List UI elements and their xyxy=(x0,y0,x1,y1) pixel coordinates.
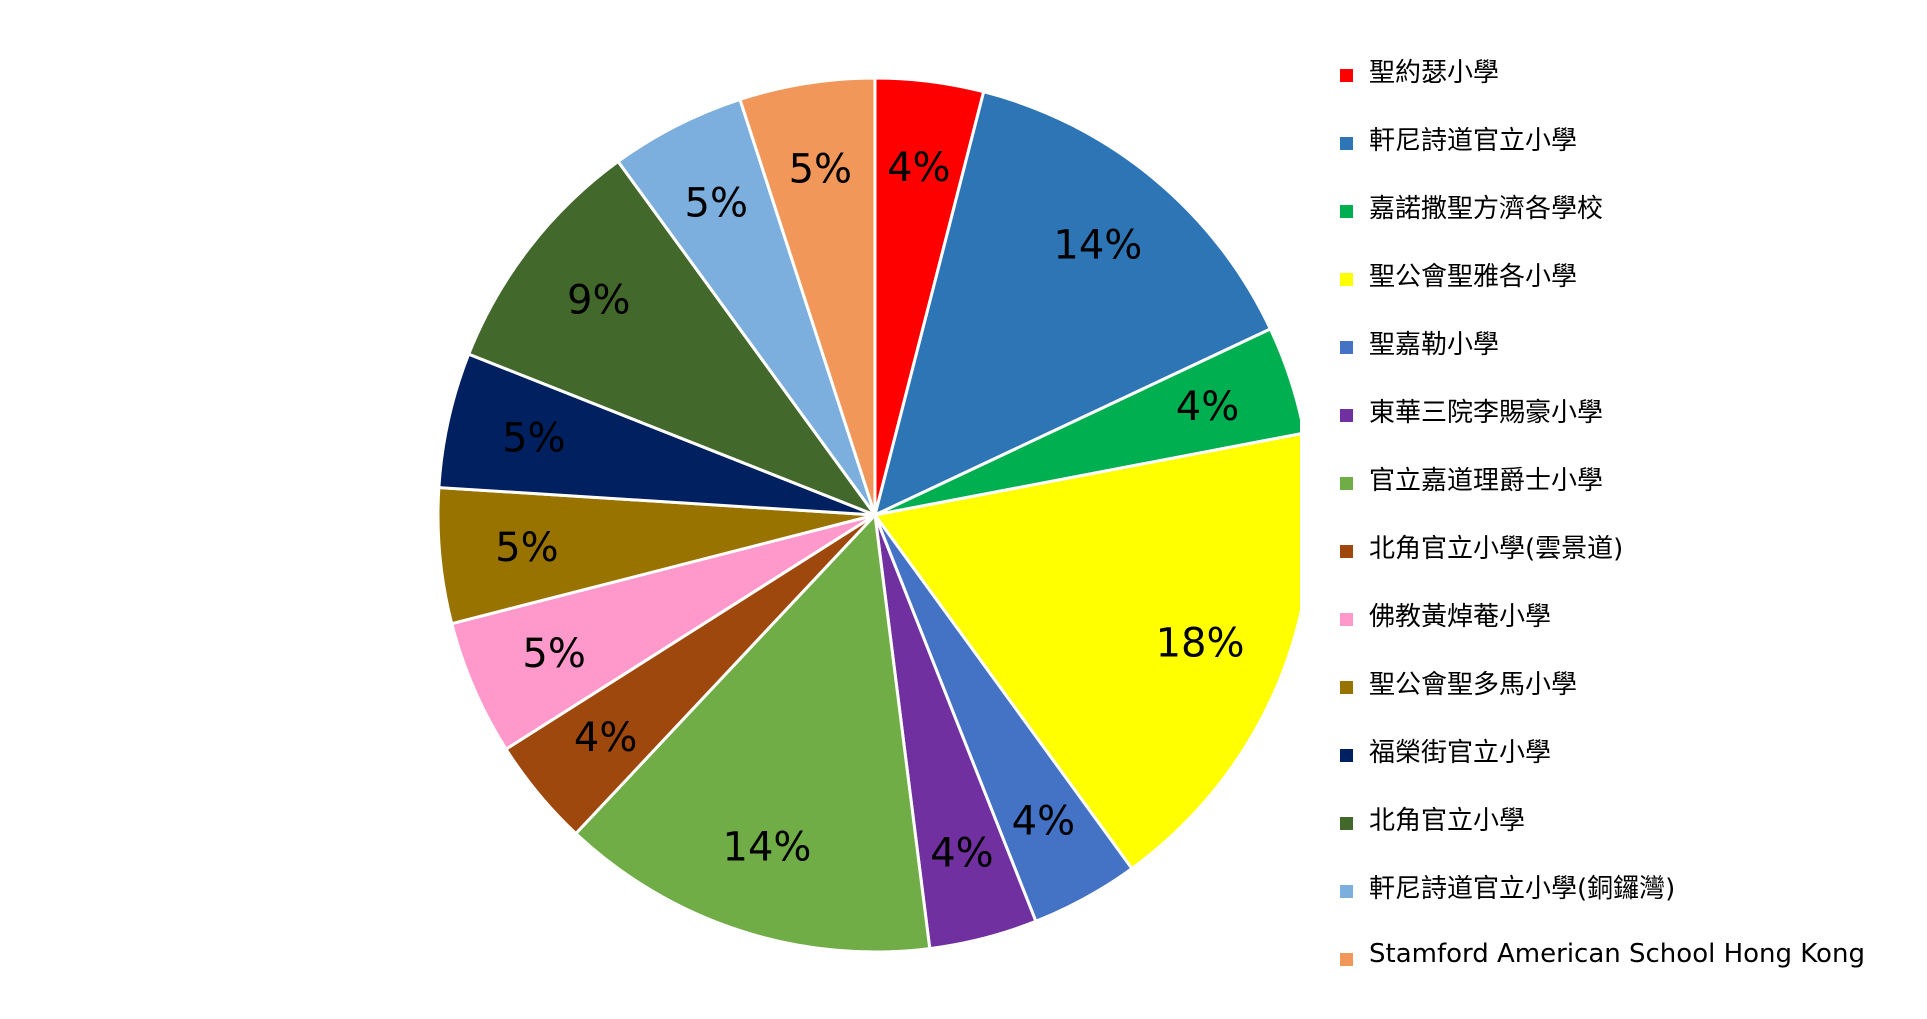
slice-data-label: 4% xyxy=(1176,384,1239,430)
legend-item: 福榮街官立小學 xyxy=(1340,716,1865,784)
legend-swatch xyxy=(1340,204,1353,218)
legend-label: 東華三院李賜豪小學 xyxy=(1369,397,1604,428)
legend-item: 聖公會聖雅各小學 xyxy=(1340,240,1865,308)
legend-label: 聖約瑟小學 xyxy=(1369,57,1500,88)
legend-swatch xyxy=(1340,952,1353,966)
legend-item: 佛教黃焯菴小學 xyxy=(1340,580,1865,648)
legend-item: 北角官立小學(雲景道) xyxy=(1340,512,1865,580)
legend-label: 聖公會聖多馬小學 xyxy=(1369,669,1578,700)
legend-swatch xyxy=(1340,272,1353,286)
legend-label: 北角官立小學(雲景道) xyxy=(1369,533,1624,564)
pie-slice xyxy=(872,89,1273,518)
legend-label: 軒尼詩道官立小學 xyxy=(1369,125,1578,156)
legend-swatch xyxy=(1340,816,1353,830)
legend-item: 嘉諾撒聖方濟各學校 xyxy=(1340,172,1865,240)
legend-label: 聖嘉勒小學 xyxy=(1369,329,1500,360)
legend-label: 福榮街官立小學 xyxy=(1369,737,1552,768)
legend-swatch xyxy=(1340,884,1353,898)
legend-item: 東華三院李賜豪小學 xyxy=(1340,376,1865,444)
legend-item: 官立嘉道理爵士小學 xyxy=(1340,444,1865,512)
legend-swatch xyxy=(1340,408,1353,422)
legend-item: 北角官立小學 xyxy=(1340,784,1865,852)
slice-data-label: 5% xyxy=(685,181,748,227)
slice-data-label: 5% xyxy=(495,525,558,571)
legend-item: 聖約瑟小學 xyxy=(1340,36,1865,104)
legend-label: 官立嘉道理爵士小學 xyxy=(1369,465,1604,496)
legend-item: Stamford American School Hong Kong xyxy=(1340,920,1865,988)
pie-slice xyxy=(872,432,1300,871)
slice-data-label: 5% xyxy=(789,147,852,193)
legend-item: 聖公會聖多馬小學 xyxy=(1340,648,1865,716)
slice-data-label: 14% xyxy=(723,824,812,870)
legend-label: 嘉諾撒聖方濟各學校 xyxy=(1369,193,1604,224)
legend-label: Stamford American School Hong Kong xyxy=(1369,939,1865,969)
slice-data-label: 4% xyxy=(887,145,950,191)
pie-slice xyxy=(738,76,877,516)
legend-label: 佛教黃焯菴小學 xyxy=(1369,601,1552,632)
legend: 聖約瑟小學軒尼詩道官立小學 嘉諾撒聖方濟各學校 聖公會聖雅各小學 聖嘉勒小學東華三院李… xyxy=(1340,36,1865,988)
legend-label: 軒尼詩道官立小學(銅鑼灣) xyxy=(1369,873,1676,904)
slice-data-label: 4% xyxy=(1012,798,1075,844)
legend-swatch xyxy=(1340,612,1353,626)
legend-swatch xyxy=(1340,476,1353,490)
pie-slice xyxy=(573,511,932,954)
legend-label: 北角官立小學 xyxy=(1369,805,1526,836)
slice-data-label: 4% xyxy=(930,831,993,877)
slice-data-label: 5% xyxy=(522,631,585,677)
pie-slice xyxy=(466,159,880,519)
pie-chart: 4% 14% 4% 18% 4% 4% 14% 4% 5% 5% 5% 9% 5% 5% xyxy=(436,76,1300,954)
legend-label: 聖公會聖雅各小學 xyxy=(1369,261,1578,292)
legend-item: 聖嘉勒小學 xyxy=(1340,308,1865,376)
pie-slice xyxy=(874,326,1300,517)
legend-swatch xyxy=(1340,68,1353,82)
slice-data-label: 5% xyxy=(502,416,565,462)
slice-data-label: 4% xyxy=(574,715,637,761)
slice-data-label: 18% xyxy=(1156,621,1245,667)
legend-item: 軒尼詩道官立小學(銅鑼灣) xyxy=(1340,852,1865,920)
legend-swatch xyxy=(1340,136,1353,150)
slice-data-label: 14% xyxy=(1053,223,1142,269)
legend-item: 軒尼詩道官立小學 xyxy=(1340,104,1865,172)
legend-swatch xyxy=(1340,544,1353,558)
legend-swatch xyxy=(1340,340,1353,354)
legend-swatch xyxy=(1340,680,1353,694)
slice-data-label: 9% xyxy=(567,278,630,324)
legend-swatch xyxy=(1340,748,1353,762)
